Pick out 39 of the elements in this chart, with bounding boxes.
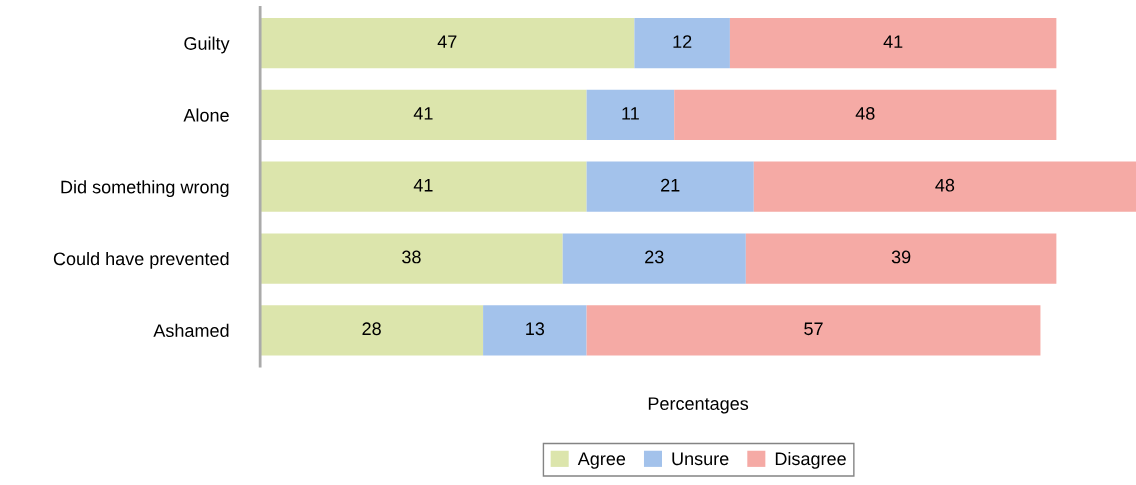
data-label: 47 [437, 35, 457, 48]
legend-label: Disagree [775, 451, 846, 469]
data-label: 41 [883, 35, 903, 48]
x-axis-title: Percentages [648, 397, 749, 414]
y-tick-label: Alone [183, 108, 229, 122]
legend-label: Agree [577, 452, 626, 469]
bar [586, 89, 675, 141]
data-label: 57 [804, 322, 823, 336]
bar [674, 89, 1057, 141]
data-label: 39 [891, 250, 911, 264]
data-label: 23 [645, 250, 664, 264]
y-tick-label: Could have prevented [53, 251, 229, 269]
bar [483, 305, 587, 356]
data-label: 48 [855, 107, 875, 120]
data-label: 28 [362, 322, 381, 336]
bar [729, 18, 1057, 69]
data-label: 48 [935, 178, 955, 192]
data-label: 41 [413, 178, 433, 192]
bar [260, 18, 635, 69]
data-label: 21 [661, 178, 680, 192]
legend-label: Unsure [672, 452, 729, 466]
y-tick-label: Ashamed [153, 323, 229, 338]
data-label: 12 [673, 35, 692, 48]
data-label: 11 [622, 107, 639, 120]
data-label: 13 [526, 322, 545, 336]
bar [745, 233, 1057, 284]
y-tick-label: Did something wrong [61, 180, 229, 198]
bar [634, 18, 730, 69]
bar [260, 89, 587, 141]
bar [586, 305, 1041, 356]
y-tick-label: Guilty [184, 36, 230, 54]
bar [260, 305, 484, 356]
bar [260, 161, 587, 212]
bar [586, 161, 754, 212]
data-label: 38 [402, 250, 421, 264]
bar [260, 233, 563, 284]
bar [562, 233, 746, 284]
bar [753, 161, 1136, 212]
data-label: 41 [413, 107, 433, 120]
